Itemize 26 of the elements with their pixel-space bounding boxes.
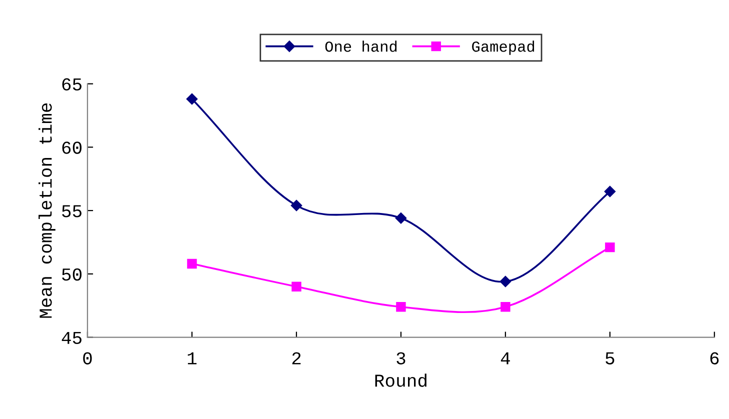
point <box>187 258 197 269</box>
y-axis-title: Mean completion time <box>38 103 56 318</box>
y-tick-label: 55 <box>62 205 82 218</box>
x-tick-label: 2 <box>292 352 301 364</box>
y-tick-label: 60 <box>62 142 82 154</box>
x-tick-label: 4 <box>500 352 510 364</box>
legend-label: One hand <box>325 40 397 52</box>
x-tick-label: 0 <box>83 352 92 364</box>
legend-label: Gamepad <box>472 40 534 55</box>
x-tick-label: 1 <box>188 352 197 364</box>
point <box>292 282 302 292</box>
x-tick-label: 5 <box>606 352 614 364</box>
x-tick-label: 3 <box>396 352 406 364</box>
point <box>395 212 407 224</box>
point <box>605 242 615 252</box>
point <box>186 93 198 105</box>
y-tick-label: 45 <box>62 332 82 344</box>
point <box>500 276 512 288</box>
x-axis-title: Round <box>375 374 426 387</box>
y-tick-label: 65 <box>62 78 82 91</box>
y-tick-label: 50 <box>62 268 82 281</box>
point <box>604 186 616 198</box>
point <box>500 302 510 312</box>
point <box>290 200 302 212</box>
point <box>396 302 406 312</box>
x-tick-label: 6 <box>710 352 719 364</box>
